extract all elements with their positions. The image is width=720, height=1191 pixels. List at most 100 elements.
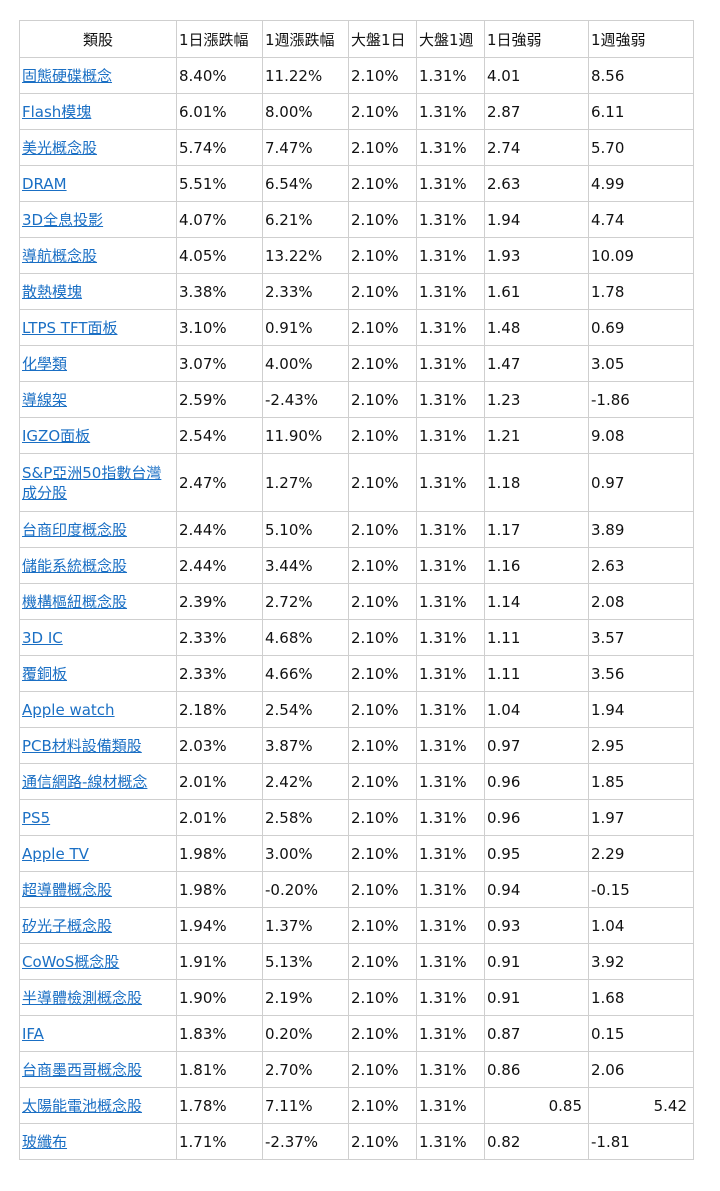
1w-strength-cell: 9.08 (588, 417, 694, 454)
market-1w-cell: 1.31% (416, 345, 485, 382)
market-1w-cell: 1.31% (416, 93, 485, 130)
1d-change-cell: 4.07% (176, 201, 263, 238)
sector-link[interactable]: 超導體概念股 (22, 880, 113, 899)
sector-link[interactable]: CoWoS概念股 (22, 952, 120, 971)
sector-link[interactable]: Apple watch (22, 700, 115, 719)
market-1w-cell: 1.31% (416, 871, 485, 908)
1w-change-cell: 1.27% (262, 453, 349, 512)
sector-link[interactable]: 3D全息投影 (22, 210, 104, 229)
sector-link[interactable]: 導線架 (22, 390, 68, 409)
sector-link[interactable]: 半導體檢測概念股 (22, 988, 143, 1007)
market-1d-cell: 2.10% (348, 1015, 417, 1052)
sector-link[interactable]: PS5 (22, 808, 51, 827)
1w-change-cell: 13.22% (262, 237, 349, 274)
sector-link[interactable]: 通信網路-線材概念 (22, 772, 148, 791)
sector-cell: PS5 (19, 799, 177, 836)
1d-strength-cell: 1.94 (484, 201, 589, 238)
sector-link[interactable]: 玻纖布 (22, 1132, 68, 1151)
sector-link[interactable]: 台商印度概念股 (22, 520, 128, 539)
sector-link[interactable]: PCB材料設備類股 (22, 736, 142, 755)
table-row: 3D全息投影 4.07% 6.21% 2.10% 1.31% 1.94 4.74 (19, 201, 694, 238)
1d-strength-cell: 1.17 (484, 511, 589, 548)
sector-link[interactable]: 3D IC (22, 628, 63, 647)
market-1w-cell: 1.31% (416, 691, 485, 728)
1d-strength-cell: 1.23 (484, 381, 589, 418)
1d-change-cell: 4.05% (176, 237, 263, 274)
1d-change-cell: 2.39% (176, 583, 263, 620)
1w-strength-cell: 4.74 (588, 201, 694, 238)
1w-change-cell: 8.00% (262, 93, 349, 130)
table-row: PCB材料設備類股 2.03% 3.87% 2.10% 1.31% 0.97 2.95 (19, 727, 694, 764)
table-row: 化學類 3.07% 4.00% 2.10% 1.31% 1.47 3.05 (19, 345, 694, 382)
sector-link[interactable]: 覆銅板 (22, 664, 68, 683)
sector-link[interactable]: DRAM (22, 174, 67, 193)
1d-strength-cell: 1.48 (484, 309, 589, 346)
market-1d-cell: 2.10% (348, 979, 417, 1016)
table-row: 台商印度概念股 2.44% 5.10% 2.10% 1.31% 1.17 3.89 (19, 511, 694, 548)
1d-strength-cell: 1.04 (484, 691, 589, 728)
1d-change-cell: 2.33% (176, 619, 263, 656)
1d-change-cell: 8.40% (176, 57, 263, 94)
1d-strength-cell: 4.01 (484, 57, 589, 94)
table-row: 導航概念股 4.05% 13.22% 2.10% 1.31% 1.93 10.09 (19, 237, 694, 274)
market-1d-cell: 2.10% (348, 619, 417, 656)
sector-link[interactable]: 固態硬碟概念 (22, 66, 113, 85)
sector-link[interactable]: 化學類 (22, 354, 68, 373)
1w-strength-cell: 1.04 (588, 907, 694, 944)
1d-change-cell: 2.18% (176, 691, 263, 728)
sector-cell: 3D全息投影 (19, 201, 177, 238)
market-1d-cell: 2.10% (348, 1051, 417, 1088)
sector-link[interactable]: 儲能系統概念股 (22, 556, 128, 575)
1d-change-cell: 5.51% (176, 165, 263, 202)
1w-change-cell: 5.10% (262, 511, 349, 548)
sector-link[interactable]: 台商墨西哥概念股 (22, 1060, 143, 1079)
1d-strength-cell: 1.47 (484, 345, 589, 382)
1d-change-cell: 1.98% (176, 871, 263, 908)
table-row: Apple watch 2.18% 2.54% 2.10% 1.31% 1.04 1.94 (19, 691, 694, 728)
market-1d-cell: 2.10% (348, 763, 417, 800)
market-1d-cell: 2.10% (348, 835, 417, 872)
sector-link[interactable]: 散熱模塊 (22, 282, 83, 301)
sector-link[interactable]: 太陽能電池概念股 (22, 1096, 143, 1115)
market-1w-cell: 1.31% (416, 129, 485, 166)
sector-link[interactable]: Flash模塊 (22, 102, 92, 121)
sector-link[interactable]: 機構樞紐概念股 (22, 592, 128, 611)
sector-link[interactable]: 美光概念股 (22, 138, 98, 157)
1w-strength-cell: 2.95 (588, 727, 694, 764)
market-1d-cell: 2.10% (348, 165, 417, 202)
1d-strength-cell: 2.63 (484, 165, 589, 202)
market-1d-cell: 2.10% (348, 727, 417, 764)
1d-strength-cell: 1.11 (484, 655, 589, 692)
1w-strength-cell: -0.15 (588, 871, 694, 908)
sector-link[interactable]: 導航概念股 (22, 246, 98, 265)
1d-change-cell: 1.81% (176, 1051, 263, 1088)
sector-cell: 3D IC (19, 619, 177, 656)
sector-strength-table: 類股 1日漲跌幅 1週漲跌幅 大盤1日 大盤1週 1日強弱 1週強弱 固態硬碟概… (19, 20, 694, 1160)
sector-link[interactable]: Apple TV (22, 844, 89, 863)
1w-change-cell: 11.90% (262, 417, 349, 454)
market-1d-cell: 2.10% (348, 309, 417, 346)
1d-change-cell: 2.01% (176, 763, 263, 800)
sector-link[interactable]: IGZO面板 (22, 426, 91, 445)
1d-strength-cell: 1.14 (484, 583, 589, 620)
1d-strength-cell: 0.95 (484, 835, 589, 872)
sector-link[interactable]: S&P亞洲50指數台灣成分股 (22, 463, 162, 502)
sector-link[interactable]: IFA (22, 1024, 44, 1043)
1w-change-cell: 2.72% (262, 583, 349, 620)
sector-link[interactable]: 矽光子概念股 (22, 916, 113, 935)
market-1w-cell: 1.31% (416, 907, 485, 944)
market-1d-cell: 2.10% (348, 943, 417, 980)
market-1d-cell: 2.10% (348, 237, 417, 274)
table-row: DRAM 5.51% 6.54% 2.10% 1.31% 2.63 4.99 (19, 165, 694, 202)
sector-cell: 導線架 (19, 381, 177, 418)
1w-change-cell: 3.87% (262, 727, 349, 764)
1w-change-cell: 4.68% (262, 619, 349, 656)
sector-cell: Flash模塊 (19, 93, 177, 130)
1w-change-cell: 0.20% (262, 1015, 349, 1052)
table-row: 覆銅板 2.33% 4.66% 2.10% 1.31% 1.11 3.56 (19, 655, 694, 692)
sector-link[interactable]: LTPS TFT面板 (22, 318, 118, 337)
market-1w-cell: 1.31% (416, 1087, 485, 1124)
1w-strength-cell: 1.68 (588, 979, 694, 1016)
sector-cell: 通信網路-線材概念 (19, 763, 177, 800)
table-row: 太陽能電池概念股 1.78% 7.11% 2.10% 1.31% 0.85 5.42 (19, 1087, 694, 1124)
